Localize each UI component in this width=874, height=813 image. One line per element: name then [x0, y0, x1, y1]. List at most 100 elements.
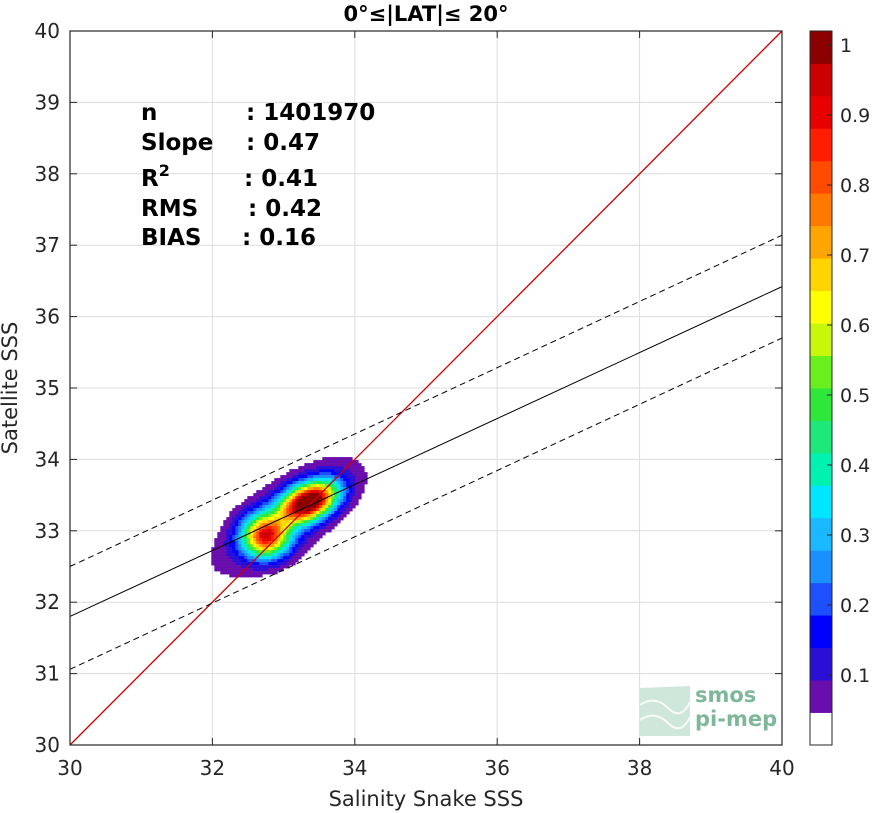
colorbar-segment	[810, 31, 832, 64]
density-cell	[247, 514, 251, 518]
density-cell	[340, 457, 344, 461]
density-cell	[223, 553, 227, 557]
density-cell	[358, 493, 362, 497]
density-cell	[328, 457, 332, 461]
density-cell	[277, 535, 281, 539]
density-cell	[226, 526, 230, 530]
density-cell	[259, 538, 263, 542]
density-cell	[331, 484, 335, 488]
density-cell	[274, 517, 278, 521]
density-cell	[256, 523, 260, 527]
density-cell	[298, 478, 302, 482]
density-cell	[334, 517, 338, 521]
density-cell	[313, 469, 317, 473]
density-cell	[271, 547, 275, 551]
density-cell	[286, 559, 290, 563]
density-cell	[253, 571, 257, 575]
density-cell	[268, 544, 272, 548]
density-cell	[340, 478, 344, 482]
density-cell	[328, 475, 332, 479]
density-cell	[325, 481, 329, 485]
density-cell	[286, 499, 290, 503]
density-cell	[283, 532, 287, 536]
density-cell	[349, 499, 353, 503]
density-cell	[313, 478, 317, 482]
density-cell	[352, 487, 356, 491]
density-cell	[253, 556, 257, 560]
colorbar-segment	[810, 160, 832, 194]
density-cell	[289, 532, 293, 536]
density-cell	[316, 478, 320, 482]
density-cell	[352, 490, 356, 494]
density-cell	[307, 502, 311, 506]
density-cell	[250, 568, 254, 572]
density-cell	[265, 571, 269, 575]
density-cell	[310, 517, 314, 521]
density-cell	[334, 463, 338, 467]
density-cell	[259, 547, 263, 551]
density-cell	[298, 526, 302, 530]
density-cell	[277, 514, 281, 518]
density-cell	[247, 499, 251, 503]
density-cell	[331, 517, 335, 521]
density-cell	[325, 514, 329, 518]
density-cell	[283, 529, 287, 533]
density-cell	[295, 556, 299, 560]
density-cell	[250, 535, 254, 539]
density-cell	[271, 514, 275, 518]
density-cell	[295, 469, 299, 473]
density-cell	[316, 508, 320, 512]
density-cell	[286, 529, 290, 533]
density-cell	[250, 556, 254, 560]
colorbar-segment	[810, 323, 832, 356]
density-cell	[241, 508, 245, 512]
density-cell	[223, 532, 227, 536]
density-cell	[310, 541, 314, 545]
colorbar-tick-label: 0.6	[840, 315, 870, 337]
density-cell	[346, 493, 350, 497]
density-cell	[262, 520, 266, 524]
axis-ticks: 30 32 34 36 38 40 30 31 32 33 34 35 36 37 38 39 40	[35, 19, 795, 780]
density-cell	[226, 520, 230, 524]
density-cell	[310, 466, 314, 470]
density-cell	[217, 544, 221, 548]
density-cell	[313, 520, 317, 524]
density-cell	[325, 505, 329, 509]
density-cell	[307, 517, 311, 521]
density-cell	[232, 517, 236, 521]
density-cell	[331, 475, 335, 479]
density-cell	[259, 535, 263, 539]
density-cell	[313, 496, 317, 500]
density-cell	[328, 487, 332, 491]
density-cell	[349, 502, 353, 506]
density-cell	[295, 481, 299, 485]
density-cell	[292, 493, 296, 497]
density-cell	[277, 547, 281, 551]
density-cell	[235, 526, 239, 530]
density-cell	[265, 568, 269, 572]
density-cell	[262, 547, 266, 551]
density-cell	[310, 496, 314, 500]
density-cell	[223, 523, 227, 527]
density-cell	[280, 526, 284, 530]
chart-title: 0°≤|LAT|≤ 20°	[343, 2, 508, 27]
density-cell	[265, 496, 269, 500]
density-cell	[229, 520, 233, 524]
density-cell	[253, 562, 257, 566]
density-cell	[301, 544, 305, 548]
density-cell	[322, 523, 326, 527]
fit-upper-line	[69, 234, 783, 567]
density-cell	[334, 493, 338, 497]
density-cell	[331, 469, 335, 473]
density-cell	[220, 568, 224, 572]
stat-value: : 0.42	[248, 196, 322, 222]
density-cell	[256, 538, 260, 542]
density-cell	[334, 478, 338, 482]
density-cell	[334, 520, 338, 524]
x-tick-label: 34	[342, 756, 367, 780]
density-cell	[283, 535, 287, 539]
density-cell	[286, 472, 290, 476]
density-cell	[295, 529, 299, 533]
density-cell	[262, 565, 266, 569]
density-cell	[259, 529, 263, 533]
